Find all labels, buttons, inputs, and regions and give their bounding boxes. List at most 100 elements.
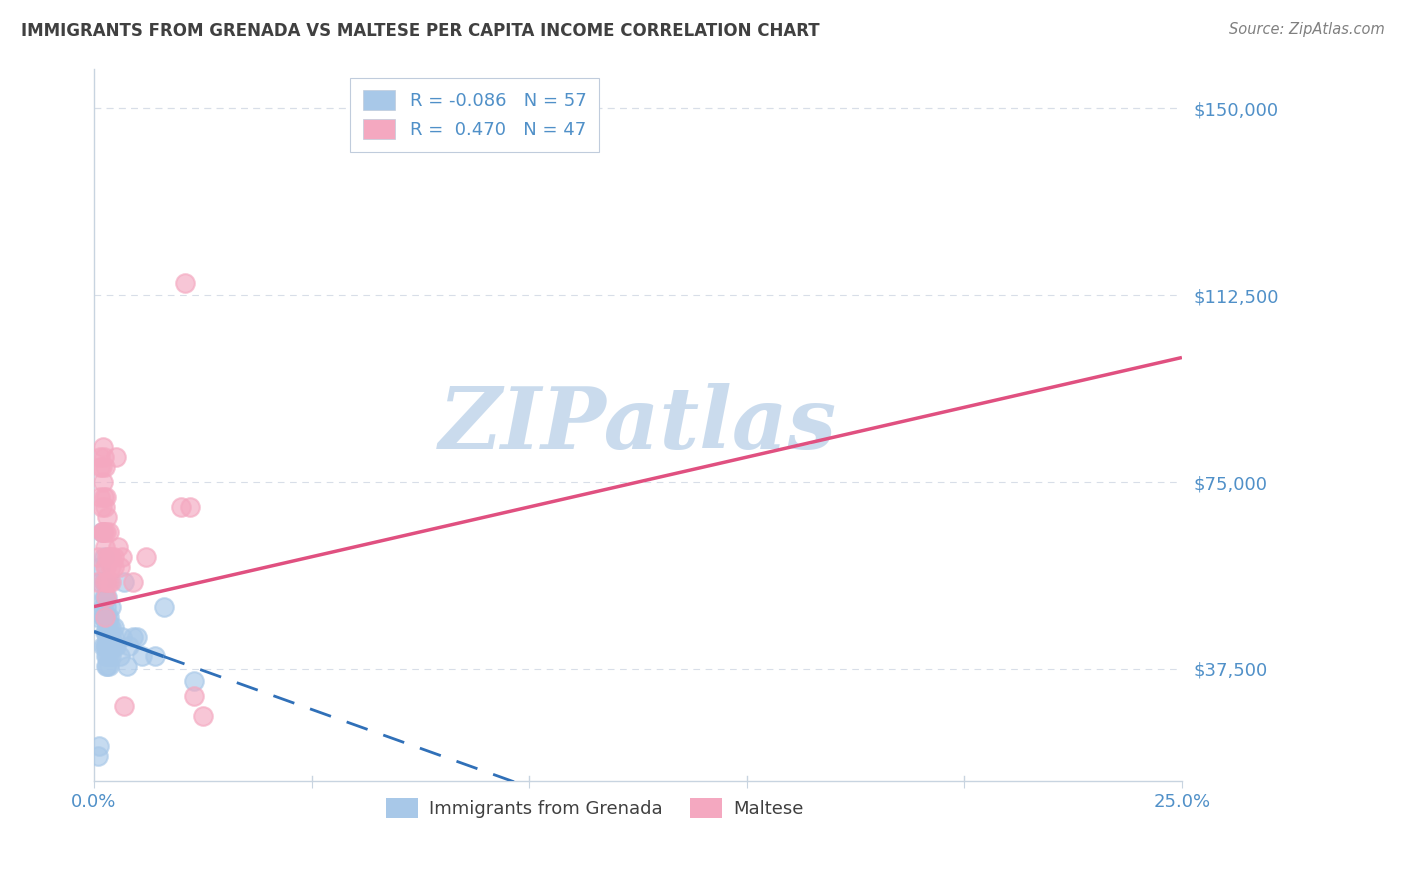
Point xyxy=(94,640,117,654)
Point xyxy=(122,574,145,589)
Point xyxy=(152,599,174,614)
Point xyxy=(183,690,205,704)
Point xyxy=(100,574,122,589)
Point xyxy=(98,609,121,624)
Point xyxy=(94,624,117,639)
Point xyxy=(112,574,135,589)
Point xyxy=(94,559,117,574)
Legend: Immigrants from Grenada, Maltese: Immigrants from Grenada, Maltese xyxy=(378,791,810,825)
Point xyxy=(98,524,121,539)
Point xyxy=(94,460,117,475)
Point xyxy=(96,609,118,624)
Point xyxy=(93,524,115,539)
Point xyxy=(98,619,121,633)
Point xyxy=(93,549,115,564)
Point xyxy=(96,630,118,644)
Point xyxy=(91,440,114,454)
Point xyxy=(98,649,121,664)
Point xyxy=(94,609,117,624)
Point xyxy=(122,630,145,644)
Point xyxy=(96,574,118,589)
Point xyxy=(98,574,121,589)
Point xyxy=(91,524,114,539)
Point xyxy=(96,659,118,673)
Point xyxy=(89,739,111,753)
Point xyxy=(94,640,117,654)
Point xyxy=(112,699,135,714)
Point xyxy=(127,630,149,644)
Point xyxy=(94,524,117,539)
Point xyxy=(107,540,129,554)
Point xyxy=(90,524,112,539)
Point xyxy=(111,549,134,564)
Point xyxy=(94,490,117,504)
Point xyxy=(100,630,122,644)
Point xyxy=(115,659,138,673)
Point xyxy=(183,674,205,689)
Point xyxy=(91,640,114,654)
Point xyxy=(93,590,115,604)
Point xyxy=(94,609,117,624)
Point xyxy=(103,640,125,654)
Point xyxy=(98,659,121,673)
Point xyxy=(191,709,214,723)
Point xyxy=(89,460,111,475)
Point xyxy=(94,659,117,673)
Point xyxy=(98,640,121,654)
Point xyxy=(93,450,115,464)
Point xyxy=(94,590,117,604)
Point xyxy=(94,559,117,574)
Point xyxy=(94,649,117,664)
Point xyxy=(91,475,114,489)
Point xyxy=(90,460,112,475)
Point xyxy=(91,609,114,624)
Point xyxy=(98,549,121,564)
Point xyxy=(100,619,122,633)
Point xyxy=(135,549,157,564)
Point xyxy=(96,649,118,664)
Point xyxy=(108,559,131,574)
Point xyxy=(108,649,131,664)
Point xyxy=(87,749,110,764)
Point xyxy=(89,559,111,574)
Point xyxy=(91,599,114,614)
Point xyxy=(96,590,118,604)
Point xyxy=(87,549,110,564)
Point xyxy=(143,649,166,664)
Point xyxy=(89,450,111,464)
Point xyxy=(94,540,117,554)
Point xyxy=(96,619,118,633)
Point xyxy=(103,549,125,564)
Point xyxy=(93,609,115,624)
Point xyxy=(86,609,108,624)
Point xyxy=(170,500,193,514)
Point xyxy=(118,640,141,654)
Point xyxy=(179,500,201,514)
Point xyxy=(94,574,117,589)
Text: IMMIGRANTS FROM GRENADA VS MALTESE PER CAPITA INCOME CORRELATION CHART: IMMIGRANTS FROM GRENADA VS MALTESE PER C… xyxy=(21,22,820,40)
Point xyxy=(104,450,127,464)
Point xyxy=(90,524,112,539)
Point xyxy=(100,649,122,664)
Text: Source: ZipAtlas.com: Source: ZipAtlas.com xyxy=(1229,22,1385,37)
Point xyxy=(89,490,111,504)
Point xyxy=(100,599,122,614)
Point xyxy=(100,640,122,654)
Point xyxy=(103,630,125,644)
Point xyxy=(94,500,117,514)
Point xyxy=(131,649,153,664)
Point xyxy=(94,599,117,614)
Point xyxy=(98,630,121,644)
Text: ZIPatlas: ZIPatlas xyxy=(439,383,837,467)
Point xyxy=(104,640,127,654)
Point xyxy=(90,500,112,514)
Point xyxy=(103,559,125,574)
Point xyxy=(100,549,122,564)
Point xyxy=(94,609,117,624)
Point xyxy=(89,574,111,589)
Point xyxy=(93,490,115,504)
Point xyxy=(94,590,117,604)
Point xyxy=(96,510,118,524)
Point xyxy=(174,276,197,290)
Point xyxy=(96,640,118,654)
